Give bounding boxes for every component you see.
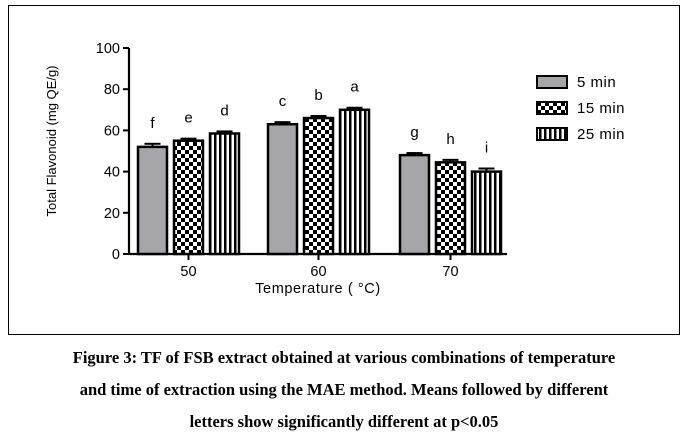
significance-letter: i [485,140,488,157]
bar [136,145,169,256]
legend-label: 25 min [577,126,625,143]
legend-label: 5 min [577,74,616,91]
figure-caption: Figure 3: TF of FSB extract obtained at … [0,342,688,438]
bar [172,139,205,256]
significance-letter: f [150,115,155,132]
caption-line-3: letters show significantly different at … [189,412,499,431]
legend-label: 15 min [577,100,625,117]
legend-swatch [536,127,568,141]
significance-letter: a [350,79,359,96]
y-tick-label: 60 [104,123,120,139]
legend-swatch [536,75,568,89]
bar [398,153,431,256]
caption-line-2: and time of extraction using the MAE met… [79,380,609,399]
caption-line-1: Figure 3: TF of FSB extract obtained at … [72,348,616,367]
significance-letter: h [446,131,454,148]
x-tick-label: 70 [442,264,458,280]
significance-letter: d [220,102,228,119]
bar [470,170,503,256]
bar [302,116,335,256]
y-tick-label: 40 [104,165,120,181]
y-axis-label: Total Flavonoid (mg QE/g) [44,65,59,216]
x-tick-label: 60 [310,264,326,280]
bars: f e d c b a g h i [136,79,503,256]
legend-swatch [536,101,568,115]
y-tick-label: 80 [104,82,120,98]
legend: 5 min 15 min 25 min [536,74,625,143]
significance-letter: g [410,124,418,141]
bar [208,132,241,256]
bar-chart: 0 20 40 60 80 100 50 60 70 f e d c b a g h i 5 min 15 min… [44,41,625,297]
figure-frame: 0 20 40 60 80 100 50 60 70 f e d c b a g h i 5 min 15 min… [8,5,680,335]
significance-letter: e [184,110,192,127]
y-tick-label: 100 [96,41,120,57]
x-tick-label: 50 [180,264,196,280]
y-tick-label: 0 [112,247,120,263]
significance-letter: c [279,93,287,110]
y-tick-label: 20 [104,206,120,222]
bar [266,122,299,256]
bar [434,161,467,256]
bar [338,108,371,256]
significance-letter: b [314,87,322,104]
x-axis-label: Temperature ( °C) [255,281,381,297]
